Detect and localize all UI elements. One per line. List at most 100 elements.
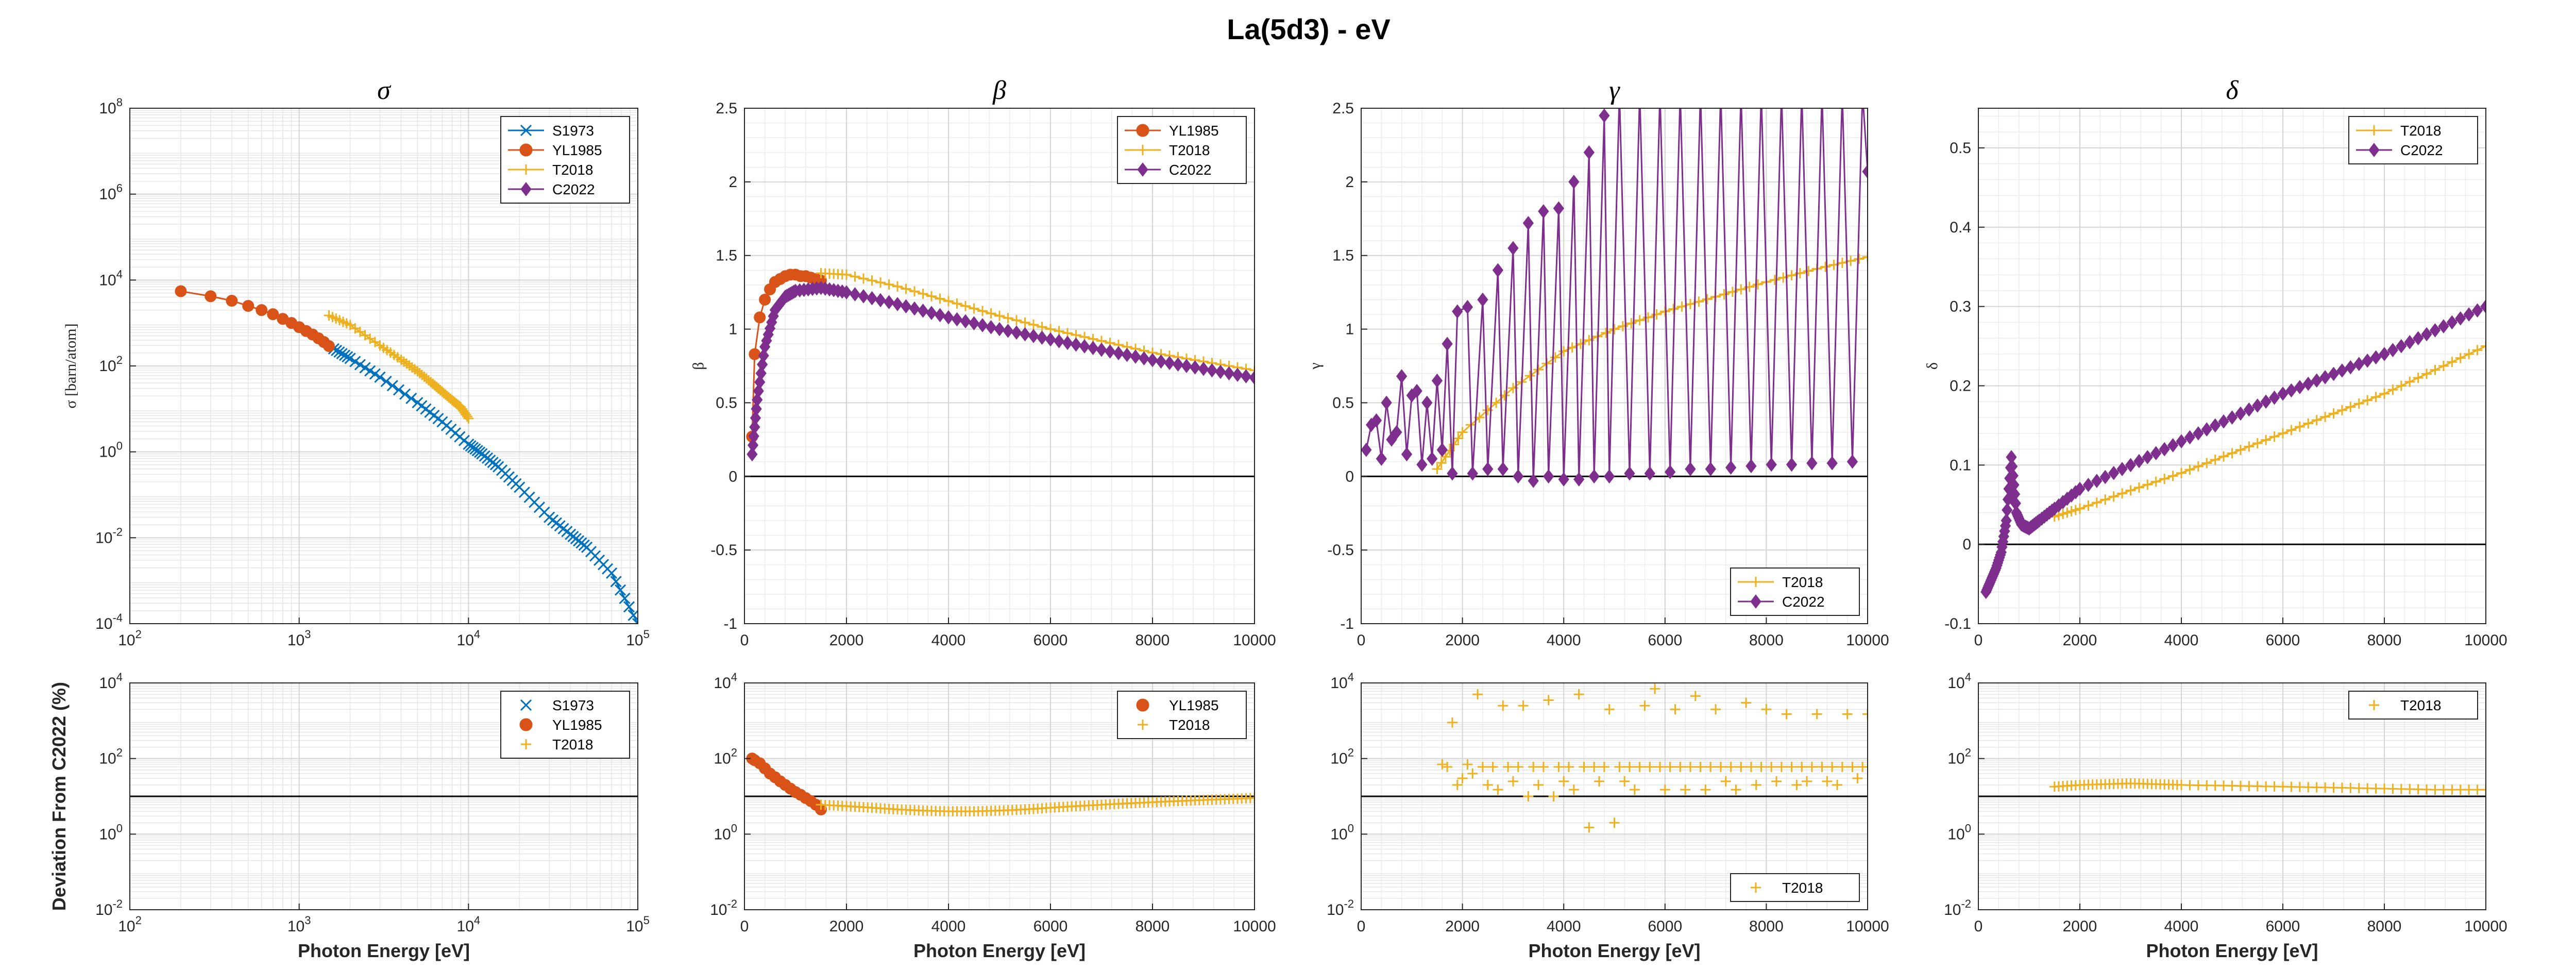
data-point: [205, 290, 217, 303]
legend: YL1985 T2018: [1117, 691, 1247, 739]
data-point: [1619, 776, 1630, 787]
data-point: [1745, 761, 1756, 772]
series-T2018: [2049, 778, 2486, 795]
data-point: [2150, 476, 2161, 487]
y-tick-label: 10-2: [710, 897, 737, 918]
data-point: [1803, 265, 1814, 276]
y-tick-label: -0.1: [1944, 615, 1971, 632]
y-tick-label: 1: [1345, 321, 1354, 338]
data-point: [1604, 469, 1615, 484]
data-point: [994, 322, 1005, 337]
data-point: [1846, 454, 1858, 469]
data-point: [1130, 349, 1141, 364]
data-point: [632, 617, 638, 624]
data-point: [986, 308, 996, 319]
y-tick-label: 2.5: [716, 100, 737, 117]
data-point: [1503, 761, 1514, 772]
x-tick-label: 103: [287, 914, 311, 935]
data-point: [2261, 435, 2272, 445]
x-tick-label: 10000: [2464, 918, 2507, 935]
data-point: [386, 380, 398, 392]
data-point: [1680, 784, 1691, 795]
data-point: [2159, 473, 2170, 484]
plot-area: [746, 753, 1255, 817]
legend-marker: [1136, 124, 1149, 137]
data-point: [2184, 464, 2195, 475]
data-point: [1655, 87, 1665, 100]
data-point: [909, 301, 920, 316]
x-tick-label: 10000: [1846, 918, 1889, 935]
x-tick-label: 8000: [1749, 918, 1784, 935]
data-point: [2235, 406, 2246, 421]
axes-box: [744, 108, 1255, 624]
data-point: [849, 287, 861, 302]
data-point: [1862, 252, 1868, 262]
data-point: [1786, 761, 1797, 772]
panel-title: γ: [1609, 76, 1620, 105]
panel-title: β: [992, 76, 1006, 105]
series-line: [1365, 108, 1868, 481]
data-point: [1573, 689, 1584, 700]
data-point: [2167, 471, 2178, 481]
data-point: [2421, 327, 2432, 342]
y-tick-label: 0.2: [1950, 377, 1971, 394]
data-point: [977, 318, 988, 332]
data-point: [1771, 776, 1782, 787]
data-point: [226, 294, 238, 307]
data-point: [2268, 390, 2280, 405]
y-tick-label: 0: [728, 468, 737, 485]
y-tick-label: 0.3: [1950, 298, 1971, 315]
data-point: [1634, 761, 1645, 772]
legend-item-T2018: T2018: [521, 737, 593, 753]
data-point: [866, 291, 878, 306]
legend-label: T2018: [1169, 717, 1210, 733]
data-point: [1588, 469, 1600, 484]
data-point: [1736, 284, 1747, 295]
data-point: [1644, 466, 1655, 481]
data-point: [1447, 466, 1458, 481]
data-point: [2002, 492, 2014, 507]
data-point: [2218, 414, 2229, 429]
data-point: [841, 269, 852, 280]
axes-box: [744, 682, 1255, 910]
data-point: [926, 291, 937, 302]
data-point: [1802, 776, 1812, 787]
data-point: [1037, 322, 1047, 332]
data-point: [1645, 761, 1655, 772]
data-point: [1181, 359, 1192, 373]
data-point: [754, 311, 766, 324]
data-point: [926, 306, 937, 320]
data-point: [1147, 353, 1158, 367]
data-point: [917, 304, 929, 318]
data-point: [1376, 452, 1387, 466]
data-point: [2396, 339, 2407, 354]
series-line: [180, 290, 330, 347]
series-YL1985: [746, 269, 827, 443]
data-point: [1507, 776, 1518, 787]
legend-label: YL1985: [1169, 123, 1219, 139]
data-point: [1453, 433, 1464, 444]
data-point: [755, 366, 767, 381]
data-point: [960, 300, 971, 311]
data-point: [858, 273, 869, 284]
data-point: [2430, 364, 2441, 375]
data-point: [1472, 689, 1483, 700]
legend-marker: [1751, 577, 1761, 587]
data-point: [1820, 261, 1831, 272]
data-point: [1852, 773, 1863, 784]
series-T2018: [816, 793, 1255, 817]
data-point: [2447, 357, 2458, 367]
x-tick-label: 2000: [829, 918, 864, 935]
data-point: [1513, 469, 1524, 484]
data-point: [393, 384, 404, 396]
data-point: [1725, 761, 1736, 772]
data-point: [1579, 761, 1589, 772]
data-point: [1664, 464, 1676, 479]
data-point: [1624, 466, 1635, 481]
data-point: [614, 584, 626, 596]
data-point: [2252, 438, 2263, 448]
y-tick-label: 1: [728, 321, 737, 338]
data-point: [2001, 513, 2012, 528]
data-point: [1665, 761, 1675, 772]
data-point: [1769, 274, 1780, 285]
